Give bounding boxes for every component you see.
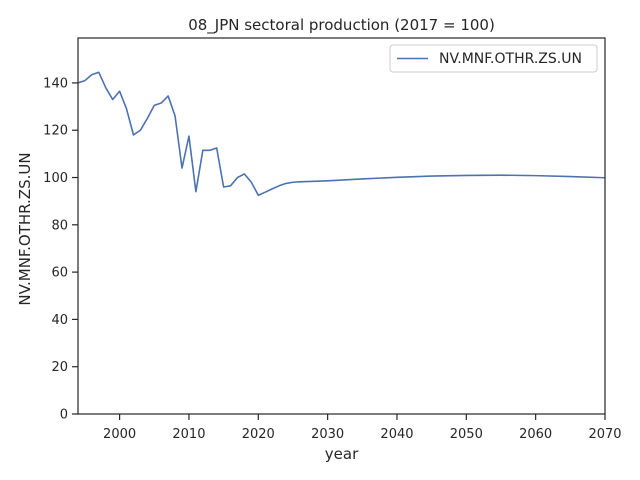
legend: NV.MNF.OTHR.ZS.UN — [389, 44, 598, 73]
y-axis-ticks: 0 20 40 60 80 100 120 140 — [43, 76, 78, 423]
x-axis-label: year — [325, 445, 359, 463]
legend-label: NV.MNF.OTHR.ZS.UN — [439, 51, 582, 67]
series-line — [77, 71, 606, 197]
x-tick-label: 2030 — [311, 427, 344, 442]
y-tick-label: 0 — [60, 408, 68, 423]
plot-frame — [77, 37, 606, 415]
x-tick-label: 2000 — [103, 427, 136, 442]
x-tick-label: 2040 — [380, 427, 413, 442]
legend-box — [389, 44, 598, 73]
chart-title: 08_JPN sectoral production (2017 = 100) — [188, 16, 495, 35]
x-axis-ticks: 2000 2010 2020 2030 2040 2050 2060 2070 — [103, 414, 622, 442]
x-tick-label: 2020 — [242, 427, 275, 442]
y-tick-label: 120 — [43, 124, 68, 139]
y-tick-label: 100 — [43, 171, 68, 186]
y-tick-label: 20 — [51, 360, 68, 375]
y-tick-label: 140 — [43, 76, 68, 91]
y-tick-label: 80 — [51, 218, 68, 233]
x-tick-label: 2060 — [519, 427, 552, 442]
x-tick-label: 2010 — [172, 427, 205, 442]
y-axis-label: NV.MNF.OTHR.ZS.UN — [16, 152, 34, 305]
y-tick-label: 60 — [51, 266, 68, 281]
x-tick-label: 2050 — [450, 427, 483, 442]
x-tick-label: 2070 — [588, 427, 621, 442]
y-tick-label: 40 — [51, 313, 68, 328]
